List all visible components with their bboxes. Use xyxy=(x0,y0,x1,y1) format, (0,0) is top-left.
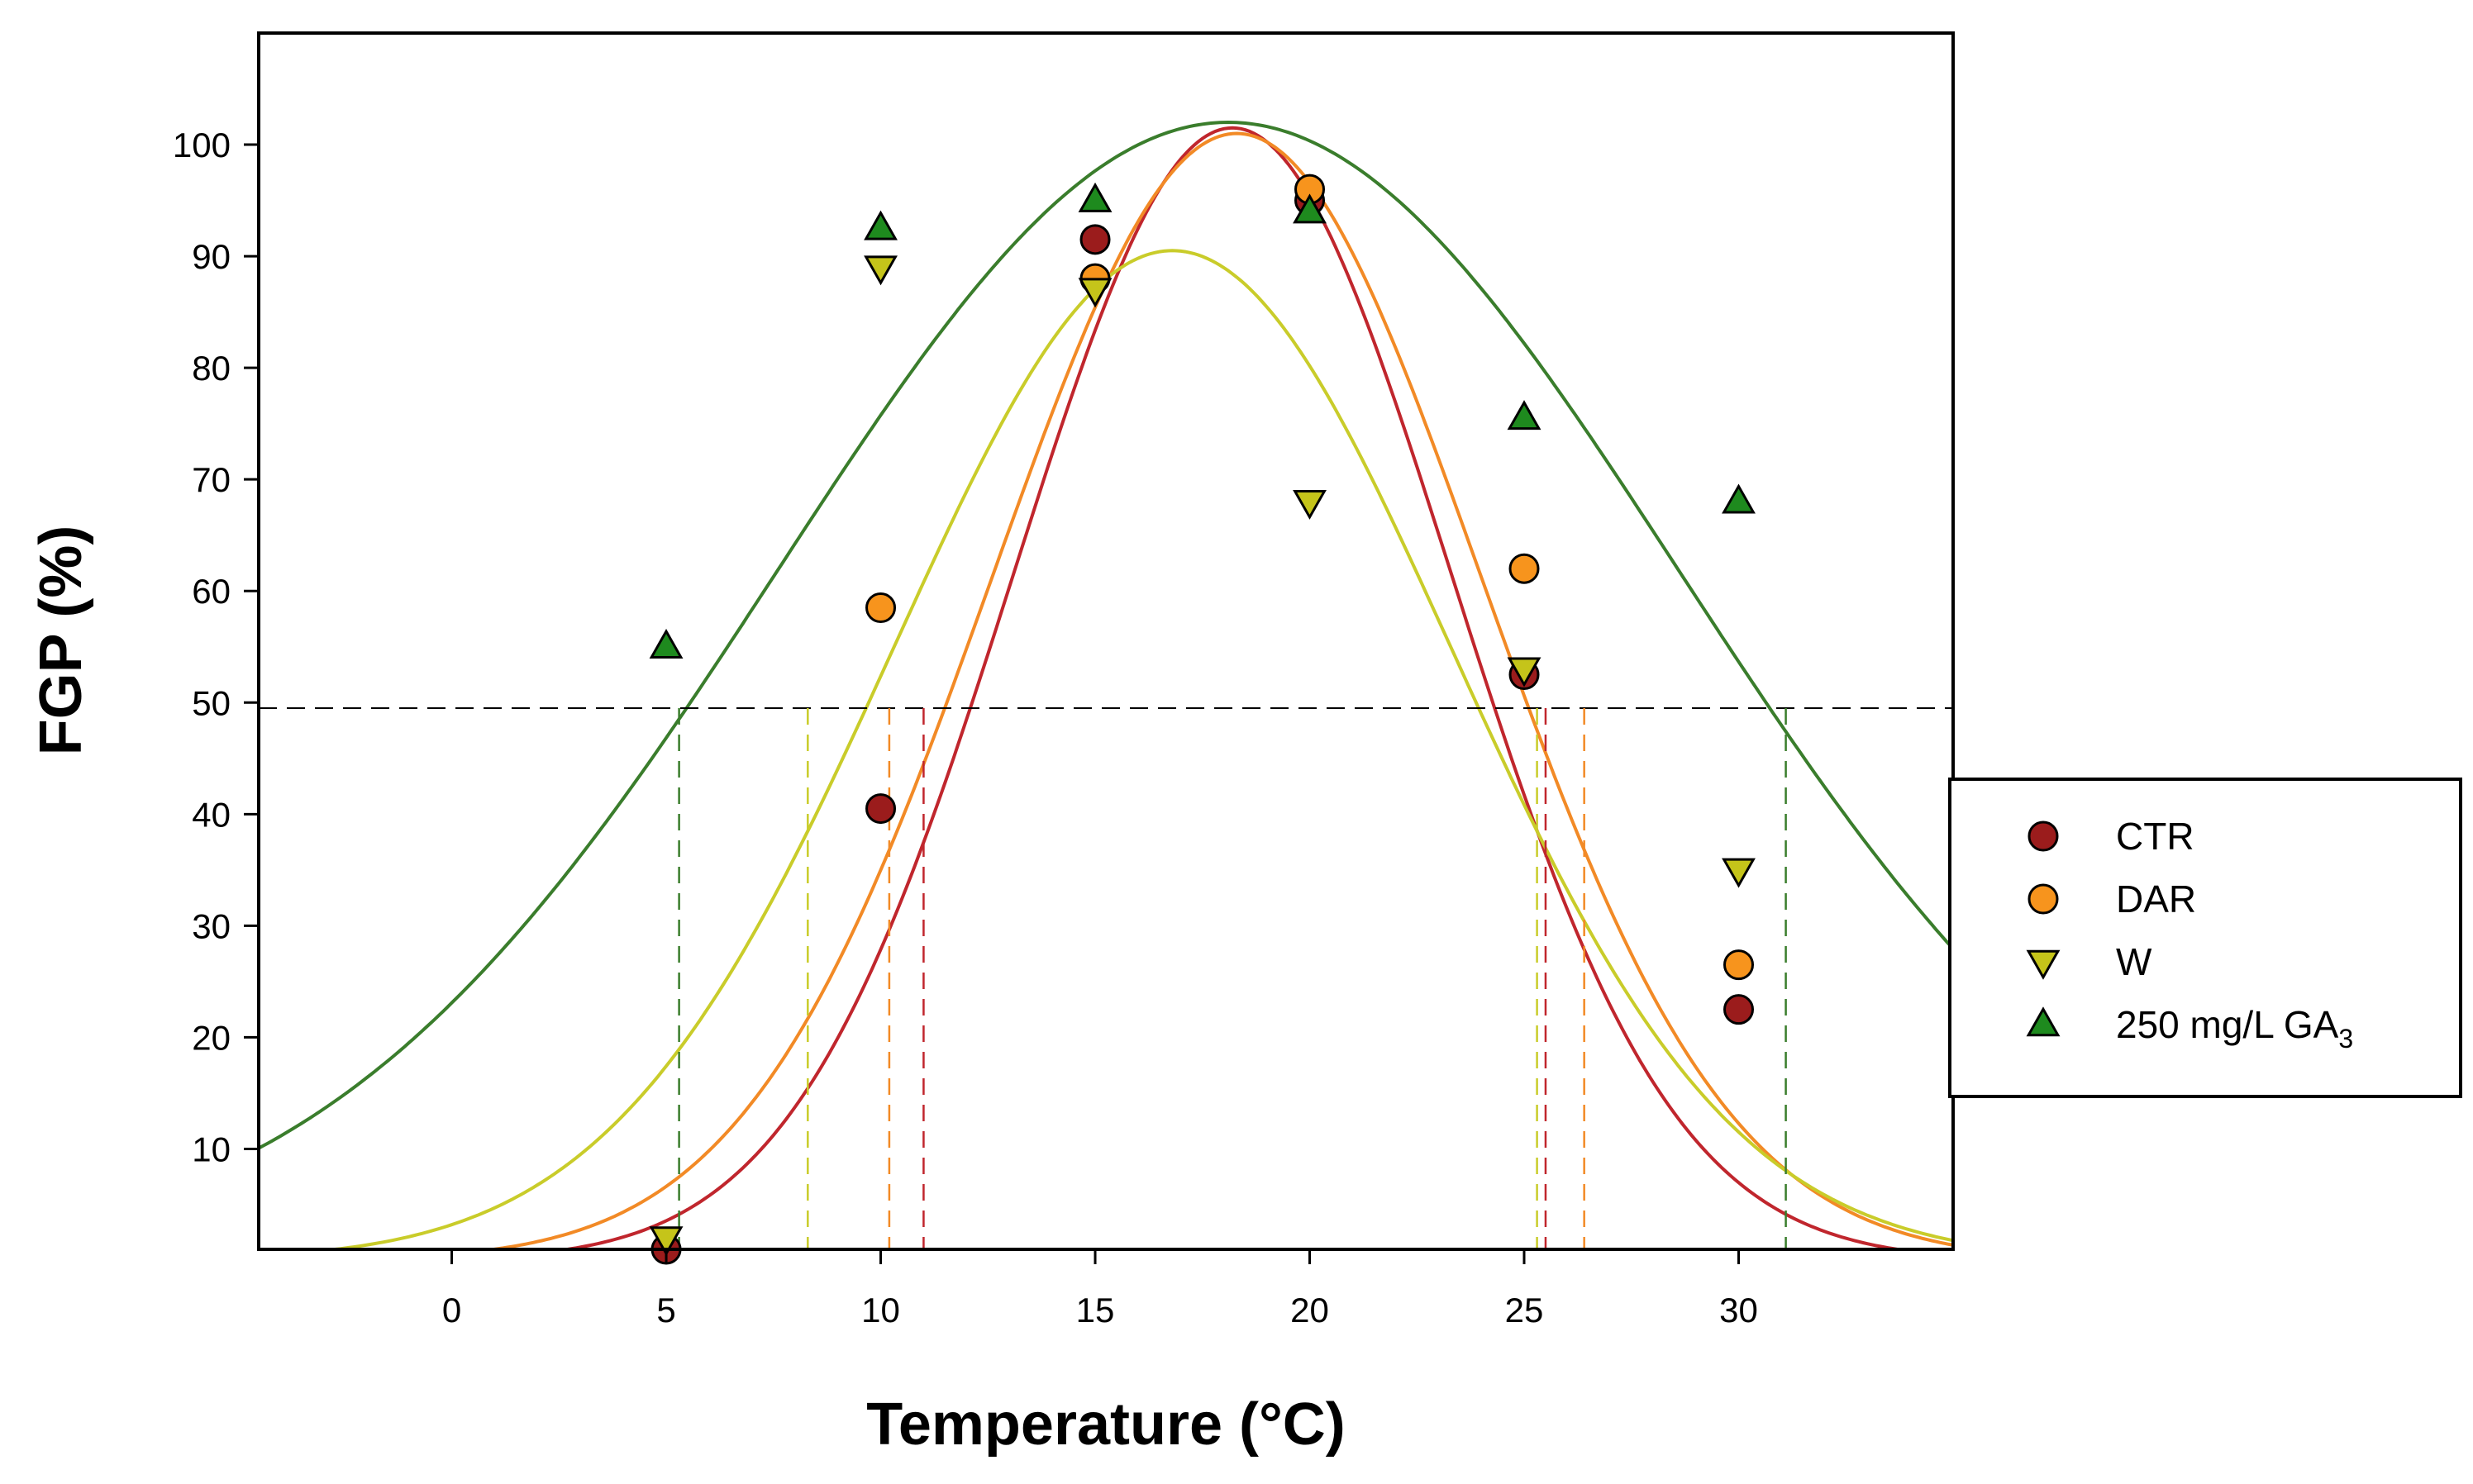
data-point-w xyxy=(649,1226,684,1257)
legend-marker-w xyxy=(2026,949,2061,980)
data-point-ctr xyxy=(1723,994,1755,1025)
data-point-w xyxy=(864,255,898,286)
data-point-w xyxy=(1507,657,1541,687)
x-axis-title: Temperature (°C) xyxy=(866,1391,1346,1458)
legend-label-250-mg-l-ga: 250 mg/L GA3 xyxy=(2116,1003,2353,1054)
x-tick-label: 0 xyxy=(442,1291,461,1329)
data-point-250-mg-l-ga xyxy=(1507,400,1541,430)
legend-label-ctr: CTR xyxy=(2116,815,2194,858)
axis-ticks: 0 5 10 15 20 25 30 10 20 30 40 50 60 70 80 90 100 xyxy=(173,126,1758,1329)
x-tick-label: 20 xyxy=(1290,1291,1329,1329)
data-point-250-mg-l-ga xyxy=(1078,182,1113,212)
data-point-250-mg-l-ga xyxy=(1293,193,1327,224)
y-tick-label: 20 xyxy=(192,1018,231,1057)
legend: CTR DAR W 250 mg/L GA3 xyxy=(1948,778,2462,1098)
data-point-dar xyxy=(865,592,897,623)
data-point-dar xyxy=(1723,949,1755,981)
y-tick-label: 50 xyxy=(192,683,231,722)
fit-curve-250-mg-l-ga xyxy=(259,120,1953,1150)
plot-frame xyxy=(257,31,1955,1251)
y-tick-label: 30 xyxy=(192,906,231,945)
legend-label-dar: DAR xyxy=(2116,878,2196,920)
data-points xyxy=(649,174,1756,1265)
legend-marker-250-mg-l-ga xyxy=(2026,1006,2061,1037)
x-tick-label: 25 xyxy=(1505,1291,1544,1329)
fit-curve-ctr xyxy=(555,126,1909,1249)
legend-subscript: 3 xyxy=(2338,1024,2353,1054)
plot-area xyxy=(257,31,1955,1265)
y-tick-label: 90 xyxy=(192,237,231,276)
y-tick-label: 100 xyxy=(173,126,231,164)
y-tick-label: 70 xyxy=(192,460,231,499)
data-point-w xyxy=(1722,858,1756,888)
y-tick-label: 40 xyxy=(192,795,231,834)
legend-marker-ctr xyxy=(2027,820,2059,852)
data-point-w xyxy=(1078,278,1113,308)
y-tick-label: 60 xyxy=(192,572,231,611)
x-tick-label: 5 xyxy=(656,1291,675,1329)
legend-box xyxy=(1948,778,2462,1098)
y-axis-title: FGP (%) xyxy=(28,526,94,756)
y-tick-label: 80 xyxy=(192,349,231,388)
y-tick-label: 10 xyxy=(192,1130,231,1168)
data-point-w xyxy=(1293,489,1327,520)
data-point-250-mg-l-ga xyxy=(649,629,684,659)
data-point-dar xyxy=(1508,553,1540,584)
data-point-250-mg-l-ga xyxy=(864,210,898,240)
data-point-250-mg-l-ga xyxy=(1722,483,1756,514)
legend-label-w: W xyxy=(2116,940,2152,983)
x-tick-label: 10 xyxy=(861,1291,900,1329)
data-point-ctr xyxy=(865,793,897,825)
legend-marker-dar xyxy=(2027,883,2059,915)
x-tick-label: 30 xyxy=(1719,1291,1758,1329)
x-tick-label: 15 xyxy=(1076,1291,1115,1329)
data-point-ctr xyxy=(1079,224,1111,255)
